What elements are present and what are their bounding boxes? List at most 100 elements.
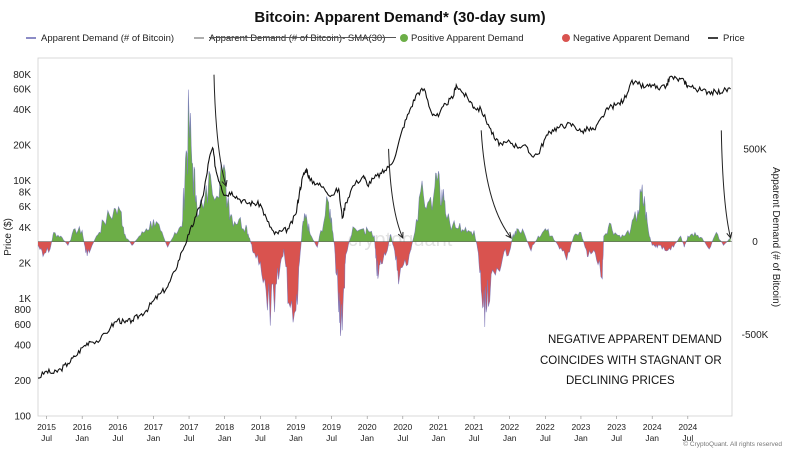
annotation-arrowhead-2 <box>505 231 512 239</box>
x-tick-half: Jan <box>147 433 161 443</box>
x-tick-year: 2020 <box>393 422 412 432</box>
left-tick-label: 6K <box>19 202 32 213</box>
positive-demand-area-9 <box>170 89 251 242</box>
x-tick-year: 2020 <box>358 422 377 432</box>
demand-line <box>37 89 731 336</box>
x-tick-half: Jan <box>574 433 588 443</box>
x-tick-half: Jul <box>540 433 551 443</box>
positive-demand-area-3 <box>69 226 84 242</box>
negative-demand-area-16 <box>374 241 389 279</box>
x-tick-half: Jul <box>469 433 480 443</box>
x-tick-year: 2018 <box>251 422 270 432</box>
legend-label-1: Apparent Demand (# of Bitcoin)- SMA(30) <box>209 33 385 44</box>
left-tick-label: 400 <box>14 341 31 352</box>
demand-areas <box>37 89 731 336</box>
x-tick-year: 2024 <box>643 422 662 432</box>
x-tick-year: 2024 <box>678 422 697 432</box>
right-tick-label: 500K <box>743 144 767 155</box>
right-axis-label: Apparent Demand (# of Bitcoin) <box>770 167 781 307</box>
annotation-arrow-3 <box>720 130 732 239</box>
x-tick-year: 2016 <box>108 422 127 432</box>
right-axis: 500K 0 -500K <box>742 144 769 340</box>
positive-demand-area-31 <box>686 232 705 242</box>
left-tick-label: 4K <box>19 223 32 234</box>
x-tick-half: Jan <box>503 433 517 443</box>
legend-label-3: Negative Apparent Demand <box>573 33 690 44</box>
x-tick-year: 2015 <box>37 422 56 432</box>
x-tick-half: Jul <box>611 433 622 443</box>
negative-demand-area-4 <box>83 241 94 256</box>
negative-demand-area-0 <box>38 241 52 257</box>
x-tick-half: Jan <box>289 433 303 443</box>
x-tick-year: 2017 <box>180 422 199 432</box>
annotation-arrowhead-0 <box>221 179 228 188</box>
x-tick-half: Jan <box>75 433 89 443</box>
positive-demand-area-5 <box>93 206 130 242</box>
x-tick-half: Jul <box>326 433 337 443</box>
x-tick-half: Jul <box>682 433 693 443</box>
left-tick-label: 1K <box>19 294 32 305</box>
right-tick-label: 0 <box>752 237 758 248</box>
x-tick-half: Jul <box>41 433 52 443</box>
negative-demand-area-24 <box>555 241 573 261</box>
chart-title: Bitcoin: Apparent Demand* (30-day sum) <box>254 9 545 26</box>
left-tick-label: 8K <box>19 187 32 198</box>
annotation-text: NEGATIVE APPARENT DEMAND COINCIDES WITH … <box>540 334 722 387</box>
annotation-arrow-0 <box>213 74 227 187</box>
annotation-arrow-2 <box>480 130 512 239</box>
legend-label-0: Apparent Demand (# of Bitcoin) <box>41 33 174 44</box>
left-tick-label: 2K <box>19 258 32 269</box>
left-tick-label: 100 <box>14 412 31 423</box>
x-tick-half: Jan <box>645 433 659 443</box>
positive-demand-area-7 <box>134 219 166 242</box>
right-tick-label: -500K <box>742 330 769 341</box>
x-tick-year: 2019 <box>322 422 341 432</box>
negative-demand-area-8 <box>165 241 171 248</box>
x-tick-year: 2019 <box>286 422 305 432</box>
annotation-line-2: COINCIDES WITH STAGNANT OR <box>540 355 722 367</box>
legend-swatch-2 <box>400 34 408 42</box>
x-axis: 2015Jul2016Jan2016Jul2017Jan2017Jul2018J… <box>37 416 698 443</box>
negative-demand-area-28 <box>651 241 677 251</box>
positive-demand-area-27 <box>603 184 652 242</box>
x-tick-half: Jul <box>112 433 123 443</box>
positive-demand-area-1 <box>51 232 66 242</box>
positive-demand-area-23 <box>535 228 556 242</box>
positive-demand-area-11 <box>301 213 315 242</box>
left-axis-label: Price ($) <box>3 218 14 256</box>
legend-label-2: Positive Apparent Demand <box>411 33 523 44</box>
left-tick-label: 200 <box>14 376 31 387</box>
negative-demand-area-18 <box>392 241 413 285</box>
left-tick-label: 60K <box>13 84 31 95</box>
x-tick-year: 2021 <box>429 422 448 432</box>
negative-demand-area-26 <box>583 241 604 279</box>
negative-demand-area-6 <box>129 241 135 246</box>
left-tick-label: 40K <box>13 105 31 116</box>
x-tick-year: 2022 <box>500 422 519 432</box>
price-line-group <box>37 75 731 379</box>
negative-demand-area-14 <box>333 241 350 336</box>
x-tick-half: Jul <box>397 433 408 443</box>
left-tick-label: 20K <box>13 141 31 152</box>
left-tick-label: 10K <box>13 176 31 187</box>
annotation-line-1: NEGATIVE APPARENT DEMAND <box>548 334 722 346</box>
annotation-arrows <box>213 74 733 240</box>
negative-demand-area-10 <box>250 241 302 326</box>
positive-demand-area-13 <box>318 196 334 242</box>
left-tick-label: 800 <box>14 305 31 316</box>
price-line <box>37 75 731 379</box>
x-tick-half: Jan <box>432 433 446 443</box>
positive-demand-area-15 <box>349 226 375 242</box>
x-tick-year: 2016 <box>73 422 92 432</box>
left-tick-label: 600 <box>14 320 31 331</box>
x-tick-half: Jan <box>360 433 374 443</box>
x-tick-year: 2023 <box>571 422 590 432</box>
x-tick-year: 2018 <box>215 422 234 432</box>
annotation-arrow-1 <box>388 148 404 239</box>
credit: © CryptoQuant. All rights reserved <box>683 440 782 448</box>
legend-label-4: Price <box>723 33 745 44</box>
positive-demand-area-17 <box>388 234 393 242</box>
negative-demand-area-22 <box>527 241 536 251</box>
